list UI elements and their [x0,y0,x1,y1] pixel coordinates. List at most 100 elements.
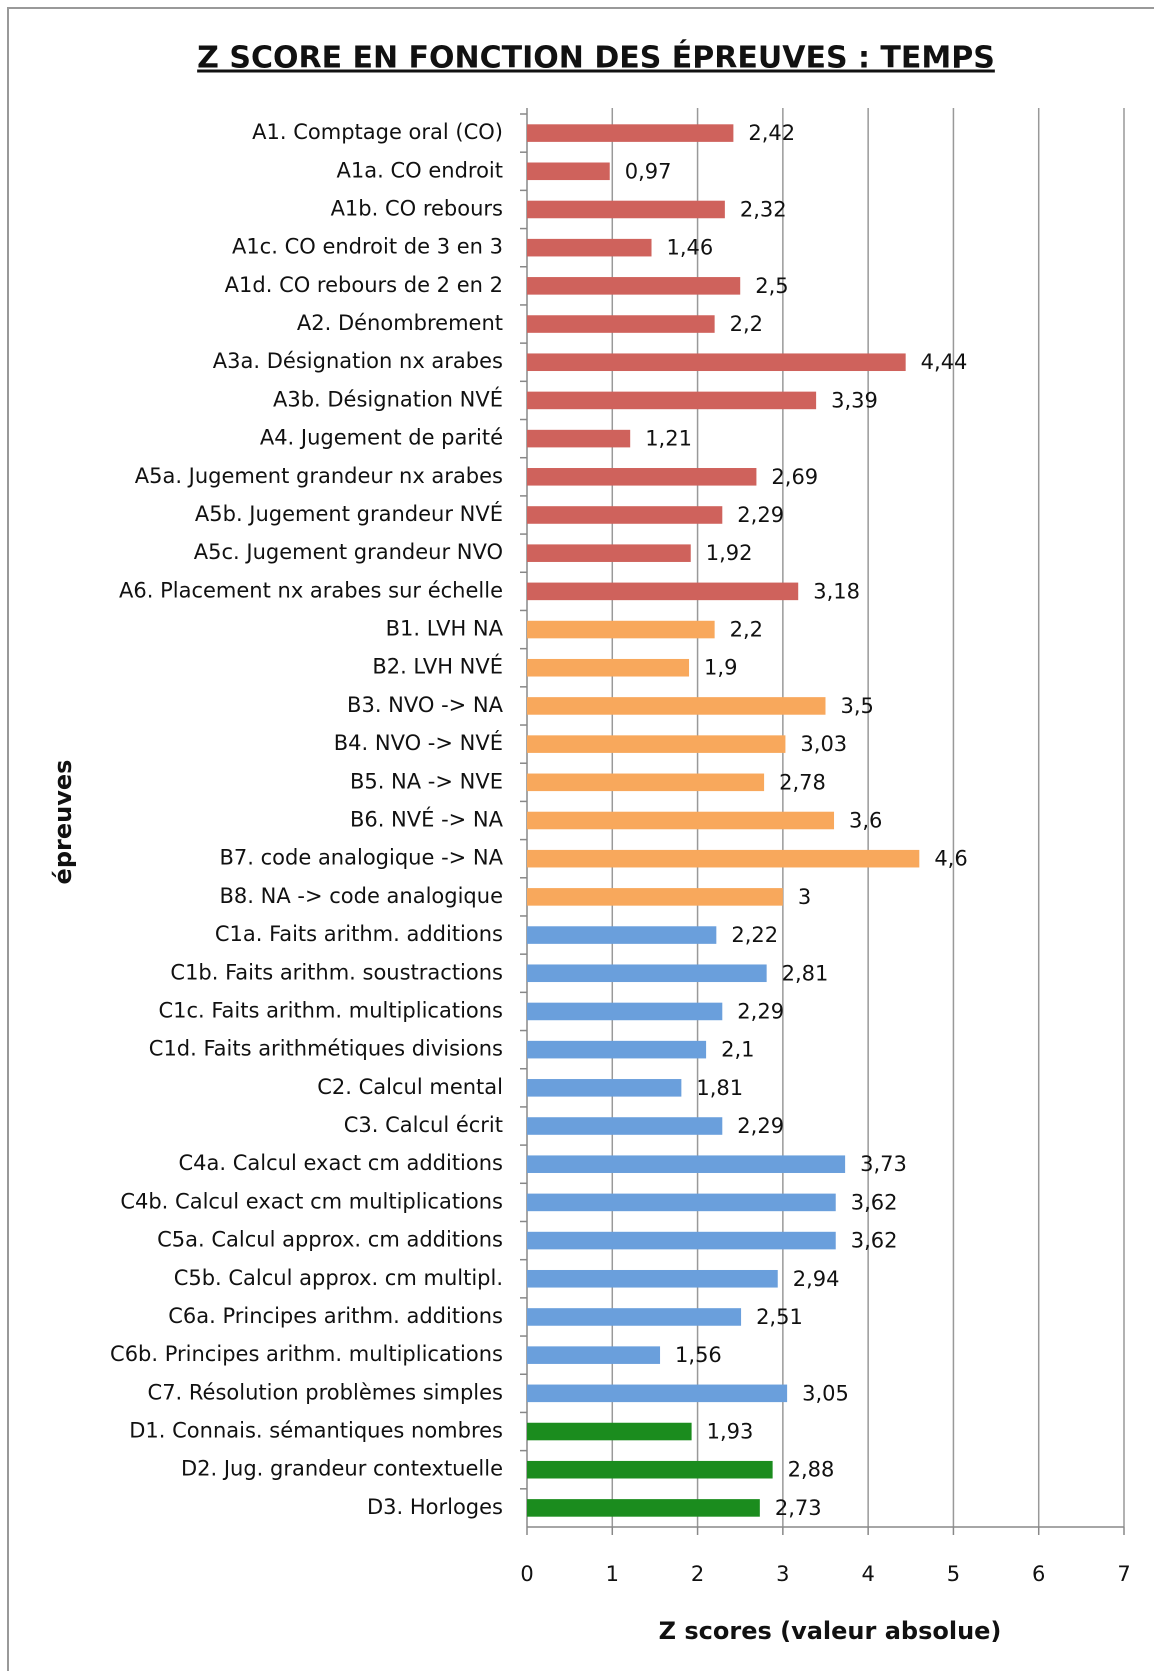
bar [527,964,767,983]
bar [527,658,690,677]
value-label: 0,97 [625,159,672,183]
y-tick-label: C7. Résolution problèmes simples [148,1380,503,1404]
value-label: 2,51 [756,1305,803,1329]
bar [527,506,723,524]
y-tick-label: C2. Calcul mental [317,1075,503,1099]
value-label: 1,92 [706,541,753,565]
value-label: 1,9 [704,656,737,680]
bar [527,1384,788,1403]
y-tick-label: B8. NA -> code analogique [220,884,504,908]
value-label: 2,29 [737,503,784,527]
bar [527,697,826,715]
bar [527,1346,661,1364]
bar [527,200,725,219]
bar [527,1269,778,1288]
value-label: 1,21 [645,427,692,451]
bar [527,1002,723,1021]
value-label: 3,73 [860,1152,907,1176]
y-tick-label: A5a. Jugement grandeur nx arabes [135,464,503,488]
bar [527,888,783,906]
value-label: 4,44 [921,350,968,374]
x-tick-label: 3 [776,1562,789,1586]
bar [527,1079,682,1097]
bar [527,238,652,257]
y-axis-title: épreuves [49,760,77,885]
y-tick-label: C4a. Calcul exact cm additions [179,1151,504,1175]
bar [527,162,610,181]
y-tick-label: C6b. Principes arithm. multiplications [110,1342,503,1366]
y-tick-label: C6a. Principes arithm. additions [168,1304,503,1328]
value-label: 2,5 [755,274,788,298]
value-label: 2,94 [793,1267,840,1291]
bar [527,849,920,868]
value-label: 2,1 [721,1038,754,1062]
value-label: 3,39 [831,388,878,412]
bar [527,735,786,753]
value-label: 3,62 [851,1229,898,1253]
bar [527,1155,846,1173]
chart-title: Z SCORE EN FONCTION DES ÉPREUVES : TEMPS [197,40,995,76]
y-tick-label: B2. LVH NVÉ [372,654,503,679]
x-tick-label: 6 [1032,1562,1045,1586]
y-tick-label: A2. Dénombrement [297,311,503,335]
value-label: 3,18 [813,579,860,603]
y-tick-label: B7. code analogique -> NA [220,846,504,870]
bar [527,353,906,372]
value-label: 1,56 [675,1343,722,1367]
value-label: 2,2 [730,312,763,336]
value-label: 2,29 [737,1114,784,1138]
y-tick-label: C5b. Calcul approx. cm multipl. [174,1266,503,1290]
x-tick-label: 1 [606,1562,619,1586]
bar [527,468,757,486]
y-tick-label: D2. Jug. grandeur contextuelle [181,1457,503,1481]
bar [527,124,734,142]
bar [527,620,715,639]
y-tick-label: C1a. Faits arithm. additions [215,922,503,946]
x-tick-label: 0 [520,1562,533,1586]
bar [527,315,715,333]
y-tick-label: A3b. Désignation NVÉ [273,386,503,411]
value-label: 2,88 [788,1458,835,1482]
y-tick-label: A1d. CO rebours de 2 en 2 [225,273,503,297]
bar [527,1040,707,1059]
x-tick-label: 4 [861,1562,874,1586]
value-label: 2,78 [779,770,826,794]
bar [527,1499,760,1517]
y-tick-label: C4b. Calcul exact cm multiplications [120,1189,503,1213]
y-tick-label: A4. Jugement de parité [260,426,503,450]
value-label: 3,6 [849,809,882,833]
value-label: 4,6 [934,847,967,871]
value-label: 2,42 [748,121,795,145]
y-tick-label: D3. Horloges [367,1495,503,1519]
y-tick-label: B1. LVH NA [386,617,504,641]
bar [527,544,691,562]
value-label: 2,81 [782,961,829,985]
x-tick-label: 2 [691,1562,704,1586]
bar [527,582,799,601]
y-tick-label: D1. Connais. sémantiques nombres [129,1419,503,1443]
value-label: 1,93 [707,1420,754,1444]
bar [527,811,835,830]
x-tick-label: 5 [947,1562,960,1586]
bar [527,391,817,410]
bar [527,1460,773,1479]
bar [527,1193,836,1212]
y-tick-label: A5b. Jugement grandeur NVÉ [195,501,503,526]
y-tick-label: A1c. CO endroit de 3 en 3 [232,235,503,259]
value-label: 3,62 [851,1190,898,1214]
x-axis-title: Z scores (valeur absolue) [659,1617,1002,1645]
y-tick-label: C1b. Faits arithm. soustractions [170,960,503,984]
value-label: 3,03 [800,732,847,756]
value-label: 2,69 [771,465,818,489]
bar [527,1231,836,1250]
bar [527,1422,692,1441]
x-tick-label: 7 [1117,1562,1130,1586]
y-tick-label: A1a. CO endroit [337,158,503,182]
y-tick-label: C1c. Faits arithm. multiplications [158,998,503,1022]
bar [527,277,741,295]
value-label: 3 [798,885,811,909]
bar [527,926,717,944]
y-tick-label: A1. Comptage oral (CO) [252,120,503,144]
value-label: 2,73 [775,1496,822,1520]
y-tick-label: C3. Calcul écrit [344,1113,503,1137]
